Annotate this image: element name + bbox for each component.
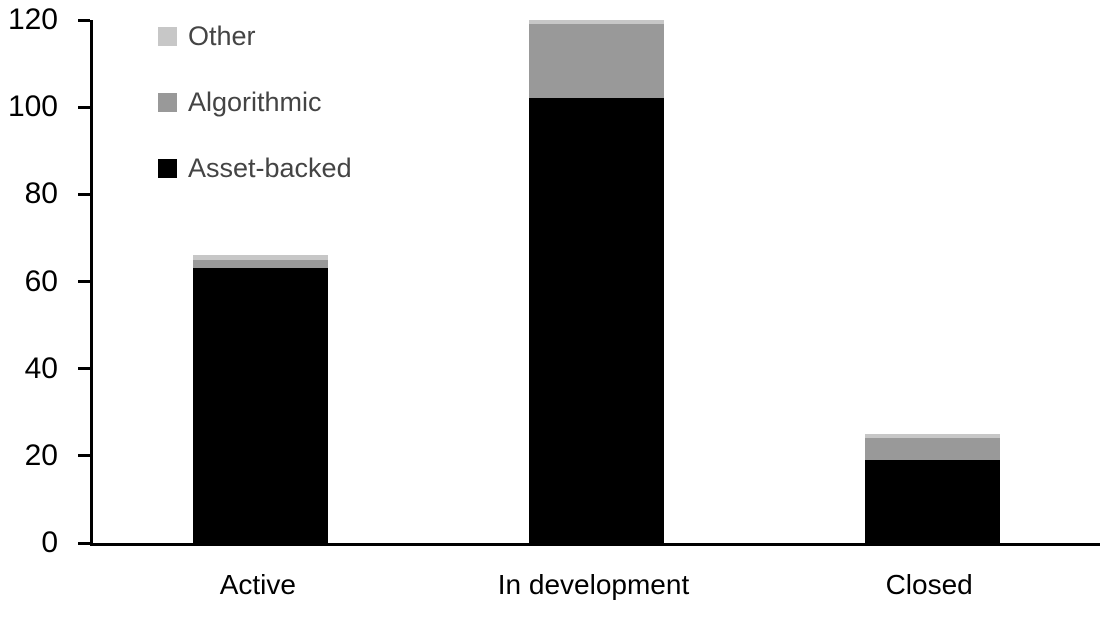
bar-segment-asset-backed xyxy=(864,460,1000,543)
bar-segment-algorithmic xyxy=(864,438,1000,461)
legend-item-algorithmic: Algorithmic xyxy=(158,86,352,117)
y-axis-tick xyxy=(78,105,90,109)
legend-label: Other xyxy=(188,20,256,51)
y-axis-tick-label: 80 xyxy=(24,177,58,211)
bar-in-development xyxy=(529,20,664,543)
y-axis-tick-label: 40 xyxy=(24,351,58,385)
y-axis-tick-label: 0 xyxy=(41,526,58,559)
legend-item-other: Other xyxy=(158,20,352,51)
bar-segment-other xyxy=(864,434,1000,439)
bar-segment-other xyxy=(193,255,329,260)
y-axis-tick-label: 120 xyxy=(7,3,58,36)
bar-segment-algorithmic xyxy=(193,259,329,269)
legend-swatch-icon xyxy=(158,26,177,46)
bar-segment-other xyxy=(529,20,664,25)
y-axis-tick xyxy=(78,18,90,22)
bar-closed xyxy=(864,20,1000,543)
category-label: In development xyxy=(497,569,690,600)
legend-swatch-icon xyxy=(158,158,177,178)
y-axis-tick xyxy=(78,367,90,371)
y-axis-tick-label: 60 xyxy=(24,264,58,298)
bar-segment-asset-backed xyxy=(193,268,329,543)
category-label: Closed xyxy=(885,569,973,600)
y-axis-tick-label: 100 xyxy=(7,90,58,124)
y-axis-tick xyxy=(78,541,90,545)
plot-area xyxy=(78,18,1100,546)
legend-label: Asset-backed xyxy=(188,152,352,183)
category-label: Active xyxy=(219,569,296,600)
y-axis-tick xyxy=(78,280,90,283)
y-axis-tick-label: 20 xyxy=(24,438,58,472)
y-axis-tick xyxy=(78,192,90,196)
bar-segment-asset-backed xyxy=(529,97,664,543)
legend: Other Algorithmic Asset-backed xyxy=(158,20,352,183)
legend-label: Algorithmic xyxy=(188,86,322,117)
legend-item-asset-backed: Asset-backed xyxy=(158,152,352,183)
bar-active xyxy=(193,20,329,543)
bar-segment-algorithmic xyxy=(529,24,664,98)
y-axis-tick xyxy=(78,454,90,458)
legend-swatch-icon xyxy=(158,92,177,112)
